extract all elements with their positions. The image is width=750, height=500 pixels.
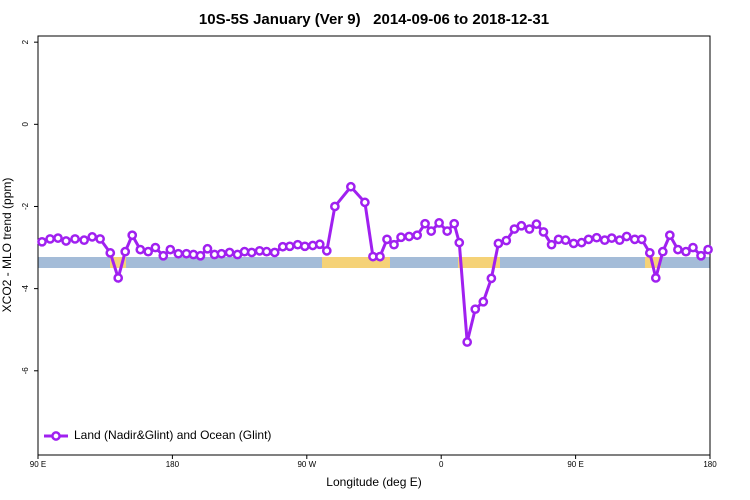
data-point xyxy=(346,181,356,192)
x-tick-label: 180 xyxy=(166,460,180,469)
data-point xyxy=(224,247,235,258)
data-point xyxy=(246,247,257,258)
data-point xyxy=(404,231,414,242)
data-point xyxy=(79,235,89,246)
data-point xyxy=(120,246,131,257)
data-point xyxy=(420,218,430,229)
data-point xyxy=(143,246,154,257)
x-axis-label: Longitude (deg E) xyxy=(326,475,421,489)
data-point xyxy=(330,201,340,212)
data-point xyxy=(37,236,47,247)
data-point xyxy=(70,234,80,244)
data-point xyxy=(202,243,213,254)
data-point xyxy=(396,232,406,243)
data-point xyxy=(501,235,512,246)
data-point xyxy=(673,244,683,255)
data-point xyxy=(644,248,655,258)
legend-label: Land (Nadir&Glint) and Ocean (Glint) xyxy=(74,428,271,442)
data-point xyxy=(375,251,385,262)
data-point xyxy=(113,273,124,283)
data-point xyxy=(696,250,706,261)
data-point xyxy=(269,247,280,258)
data-point xyxy=(454,237,465,248)
data-point xyxy=(382,234,392,245)
data-point xyxy=(442,226,453,236)
legend-marker xyxy=(51,431,61,441)
y-axis-label: XCO2 - MLO trend (ppm) xyxy=(0,178,14,313)
y-tick-label: -6 xyxy=(21,367,30,375)
y-tick-label: 2 xyxy=(21,39,30,44)
data-point xyxy=(486,273,497,284)
data-point xyxy=(300,241,310,252)
data-point xyxy=(583,234,594,245)
data-point xyxy=(606,233,617,243)
data-point xyxy=(688,242,698,253)
data-point xyxy=(53,233,63,243)
data-point xyxy=(434,218,444,228)
data-point xyxy=(389,239,399,250)
data-point xyxy=(173,248,184,259)
data-point xyxy=(165,244,176,255)
data-point xyxy=(516,220,527,231)
data-point xyxy=(61,236,71,246)
y-tick-label: -4 xyxy=(21,285,30,293)
data-point xyxy=(531,219,542,229)
data-point xyxy=(135,244,146,255)
data-point xyxy=(150,242,161,253)
data-point xyxy=(449,218,460,229)
x-tick-label: 90 W xyxy=(297,460,316,469)
data-point xyxy=(546,239,557,250)
data-point xyxy=(538,227,549,237)
data-point xyxy=(621,231,632,242)
x-tick-label: 90 E xyxy=(30,460,46,469)
data-point xyxy=(614,235,625,246)
data-point xyxy=(591,232,602,243)
data-point xyxy=(87,232,98,242)
data-point xyxy=(45,234,55,244)
data-point xyxy=(470,304,481,315)
data-point xyxy=(95,234,105,244)
data-point xyxy=(664,230,675,241)
land-band xyxy=(458,257,500,268)
x-tick-label: 180 xyxy=(703,460,717,469)
data-point xyxy=(493,238,504,249)
data-point xyxy=(568,238,579,249)
data-point xyxy=(703,244,713,255)
data-point xyxy=(650,273,661,283)
data-point xyxy=(681,246,691,257)
data-point xyxy=(412,230,423,241)
data-point xyxy=(462,337,473,347)
land-band xyxy=(322,257,390,268)
data-point xyxy=(314,239,325,250)
y-tick-label: -2 xyxy=(21,202,30,210)
data-point xyxy=(216,248,227,259)
land-band xyxy=(110,257,126,268)
data-point xyxy=(360,197,370,208)
data-point xyxy=(426,226,437,236)
data-point xyxy=(127,230,138,241)
x-tick-label: 90 E xyxy=(567,460,583,469)
data-point xyxy=(105,248,116,258)
chart-title: 10S-5S January (Ver 9) 2014-09-06 to 201… xyxy=(199,11,549,28)
data-point xyxy=(657,246,668,257)
y-tick-label: 0 xyxy=(21,122,30,127)
data-point xyxy=(478,296,489,307)
data-point xyxy=(321,245,332,256)
data-point xyxy=(261,246,272,257)
data-point xyxy=(560,235,571,246)
data-point xyxy=(158,250,169,261)
x-tick-label: 0 xyxy=(439,460,444,469)
data-point xyxy=(195,250,206,261)
data-point xyxy=(636,234,647,245)
data-point xyxy=(284,241,295,252)
data-point xyxy=(524,224,535,234)
